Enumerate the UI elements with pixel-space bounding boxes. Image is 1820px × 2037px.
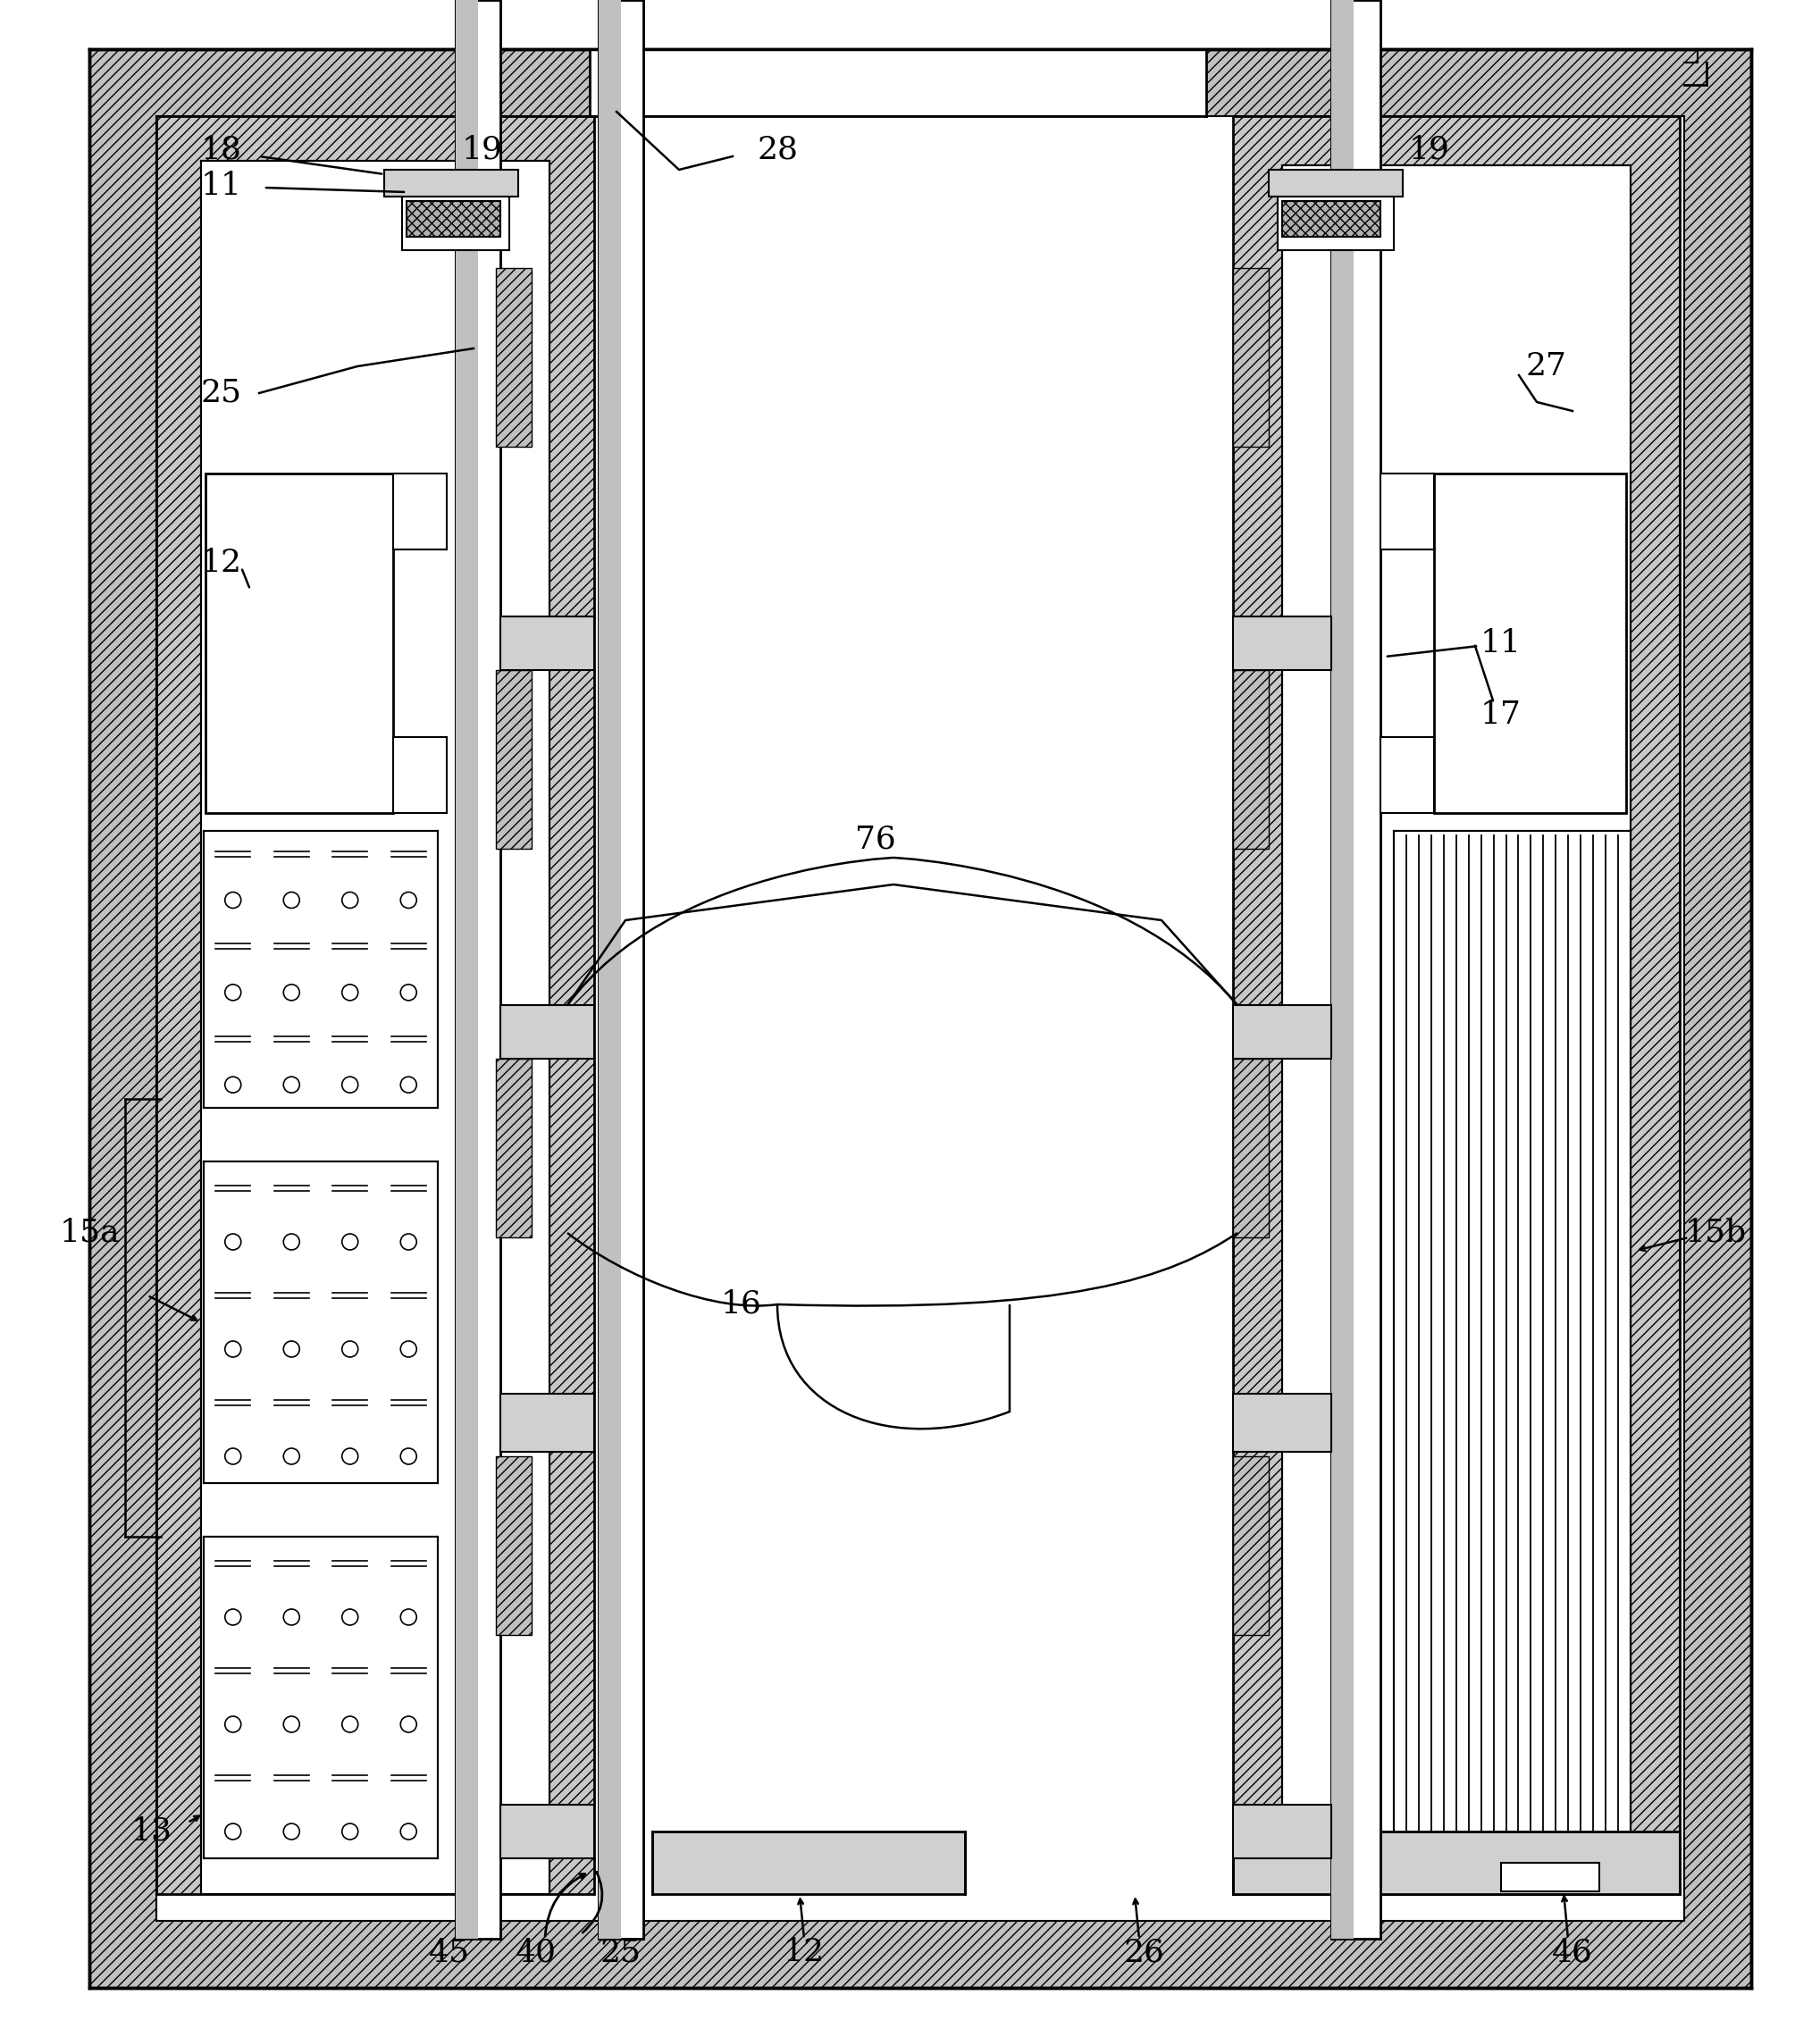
Bar <box>495 269 531 446</box>
Bar <box>501 617 593 670</box>
Bar <box>1330 0 1380 1939</box>
Bar <box>1502 1862 1600 1892</box>
Bar <box>495 670 531 849</box>
Bar <box>402 196 510 251</box>
Bar <box>1232 1059 1269 1236</box>
Bar <box>455 0 501 1939</box>
Bar <box>1281 165 1631 1894</box>
Bar <box>1232 1004 1330 1059</box>
Bar <box>393 473 446 550</box>
Bar <box>1232 617 1330 670</box>
Bar <box>599 0 621 1939</box>
Text: 26: 26 <box>1123 1937 1165 1968</box>
Text: 15b: 15b <box>1685 1218 1747 1249</box>
Bar <box>1232 670 1269 849</box>
Text: 46: 46 <box>1552 1937 1592 1968</box>
Bar <box>1232 269 1269 446</box>
Text: 25: 25 <box>601 1937 642 1968</box>
Text: 12: 12 <box>784 1937 824 1968</box>
Bar <box>393 737 446 813</box>
Text: 11: 11 <box>1480 627 1522 658</box>
Text: 28: 28 <box>757 134 797 165</box>
Bar <box>599 0 642 1939</box>
Bar <box>590 49 1207 116</box>
Bar <box>1434 473 1625 813</box>
Text: 19: 19 <box>462 134 502 165</box>
Bar <box>1232 1805 1330 1858</box>
Text: 18: 18 <box>200 134 242 165</box>
Bar <box>501 1004 593 1059</box>
Text: 17: 17 <box>1480 699 1522 729</box>
Bar <box>157 116 1684 1921</box>
Bar <box>1232 1456 1269 1636</box>
Text: 25: 25 <box>200 379 242 407</box>
Bar <box>204 1161 439 1483</box>
Bar <box>1278 196 1394 251</box>
Bar <box>204 831 439 1108</box>
Bar <box>495 1456 531 1636</box>
Bar <box>406 202 501 236</box>
Bar <box>1330 0 1354 1939</box>
Bar <box>1281 202 1380 236</box>
Bar <box>204 1536 439 1858</box>
Bar <box>501 1393 593 1452</box>
Text: 12: 12 <box>200 548 242 579</box>
Bar <box>501 1805 593 1858</box>
Bar <box>157 116 593 1894</box>
Bar <box>384 169 519 196</box>
Bar <box>206 473 393 813</box>
Text: 27: 27 <box>1525 350 1567 381</box>
FancyArrowPatch shape <box>582 1872 602 1933</box>
Bar <box>1380 473 1434 550</box>
Bar <box>200 161 550 1894</box>
Text: 76: 76 <box>855 825 895 856</box>
Bar <box>1232 1393 1330 1452</box>
Bar <box>1269 169 1403 196</box>
Bar <box>652 1831 965 1894</box>
Text: 19: 19 <box>1409 134 1451 165</box>
Text: 11: 11 <box>200 171 242 202</box>
Bar <box>1232 116 1680 1894</box>
Text: 40: 40 <box>515 1937 557 1968</box>
Bar <box>455 0 479 1939</box>
Bar <box>1380 737 1434 813</box>
Bar <box>1232 1831 1680 1894</box>
Text: 13: 13 <box>131 1817 173 1848</box>
Text: 45: 45 <box>430 1937 470 1968</box>
Bar <box>495 1059 531 1236</box>
Bar <box>1394 831 1631 1858</box>
Text: 15a: 15a <box>58 1218 120 1249</box>
Text: 16: 16 <box>721 1289 763 1320</box>
